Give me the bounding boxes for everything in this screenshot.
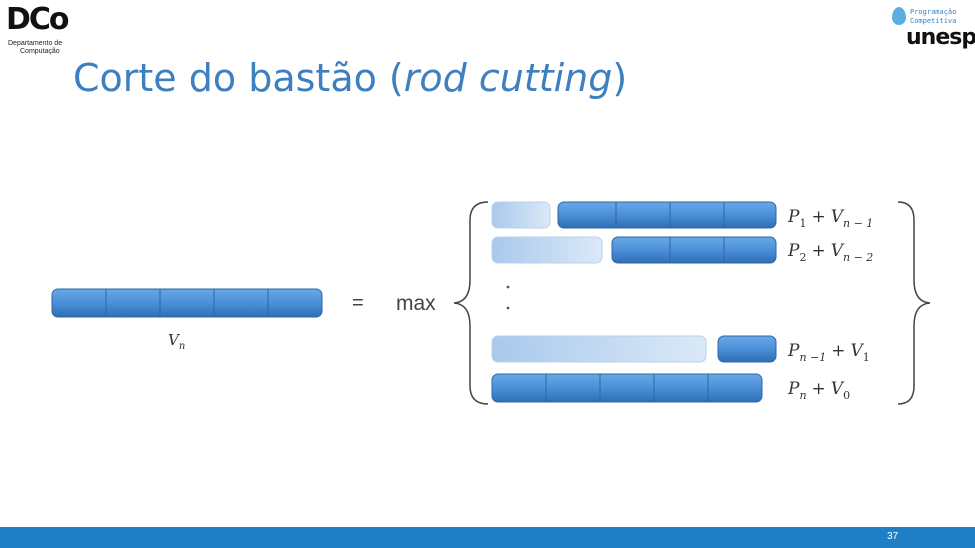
unesp-tagline-line1: Programação bbox=[910, 8, 957, 16]
ellipsis-dot-2 bbox=[506, 306, 510, 310]
max-label: max bbox=[396, 292, 436, 315]
equals-sign: = bbox=[352, 292, 364, 314]
dco-subtitle-line2: Computação bbox=[20, 48, 60, 55]
rod-vn bbox=[51, 288, 323, 318]
ellipsis-dot-1 bbox=[506, 285, 510, 289]
row-1-rods bbox=[491, 201, 777, 229]
formula-row-1: P1 + Vn − 1 bbox=[787, 207, 873, 230]
row-3-rods bbox=[491, 335, 777, 363]
vn-label: Vn bbox=[168, 331, 185, 352]
row-4-rods bbox=[491, 373, 763, 403]
row-2-rods bbox=[491, 236, 777, 264]
dco-logo-mark: DCo bbox=[6, 2, 70, 37]
slide-title-italic: rod cutting bbox=[403, 56, 613, 100]
formula-row-4: Pn + V0 bbox=[787, 379, 850, 402]
unesp-logo: Programação Competitiva unesp bbox=[888, 5, 975, 51]
formula-row-3: Pn −1 + V1 bbox=[787, 341, 870, 364]
slide-title-prefix: Corte do bastão ( bbox=[73, 56, 404, 100]
slide-title-suffix: ) bbox=[612, 56, 628, 100]
slide-title: Corte do bastão (rod cutting) bbox=[73, 56, 627, 100]
right-brace bbox=[897, 201, 931, 405]
formula-row-2: P2 + Vn − 2 bbox=[787, 241, 873, 264]
left-brace bbox=[453, 201, 489, 405]
unesp-logo-name: unesp bbox=[906, 25, 975, 50]
unesp-tagline-line2: Competitiva bbox=[910, 17, 957, 25]
rod-cutting-diagram: Vn = max P1 + Vn − 1 P2 + Vn − 2 Pn −1 + V1 Pn… bbox=[51, 201, 931, 405]
dco-subtitle-line1: Departamento de bbox=[8, 40, 63, 47]
dco-logo: DCo Departamento de Computação bbox=[4, 2, 84, 55]
dco-logo-subtitle: Departamento de Computação bbox=[8, 40, 62, 56]
drop-icon bbox=[892, 7, 906, 25]
unesp-logo-tagline: Programação Competitiva bbox=[910, 8, 956, 26]
page-number: 37 bbox=[887, 531, 899, 542]
footer-bar: 37 bbox=[0, 527, 975, 548]
